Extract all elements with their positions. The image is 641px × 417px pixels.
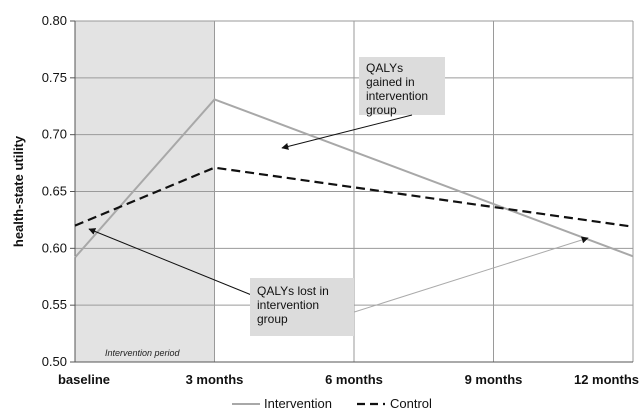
arrow-gained [281,114,413,150]
annotation-box-lost [250,278,354,336]
x-tick-label: 12 months [574,372,639,387]
legend-label-intervention: Intervention [264,396,332,411]
legend-label-control: Control [390,396,432,411]
y-tick-label: 0.65 [42,184,67,199]
x-tick-label: 6 months [325,372,383,387]
annotation-gained-line: gained in [366,75,415,89]
y-tick-label: 0.55 [42,297,67,312]
y-tick-label: 0.60 [42,240,67,255]
y-tick-label: 0.50 [42,354,67,369]
series-line-control [74,166,634,228]
annotation-lost-line: QALYs lost in [257,284,329,298]
x-tick-label: baseline [58,372,110,387]
y-axis-label: health-state utility [11,135,26,247]
arrow-lost-right [347,236,589,315]
intervention-period-label: Intervention period [105,348,181,358]
y-tick-label: 0.70 [42,127,67,142]
series-line-intervention [74,98,634,259]
annotation-box-gained [359,57,445,115]
x-tick-label: 9 months [465,372,523,387]
annotation-gained-line: QALYs [366,61,403,75]
annotation-lost-line: intervention [257,298,319,312]
annotation-gained-line: intervention [366,89,428,103]
x-tick-label: 3 months [186,372,244,387]
annotation-lost-line: group [257,312,288,326]
annotation-gained-line: group [366,103,397,117]
arrow-lost-left [88,228,255,297]
y-tick-label: 0.80 [42,13,67,28]
y-tick-label: 0.75 [42,70,67,85]
